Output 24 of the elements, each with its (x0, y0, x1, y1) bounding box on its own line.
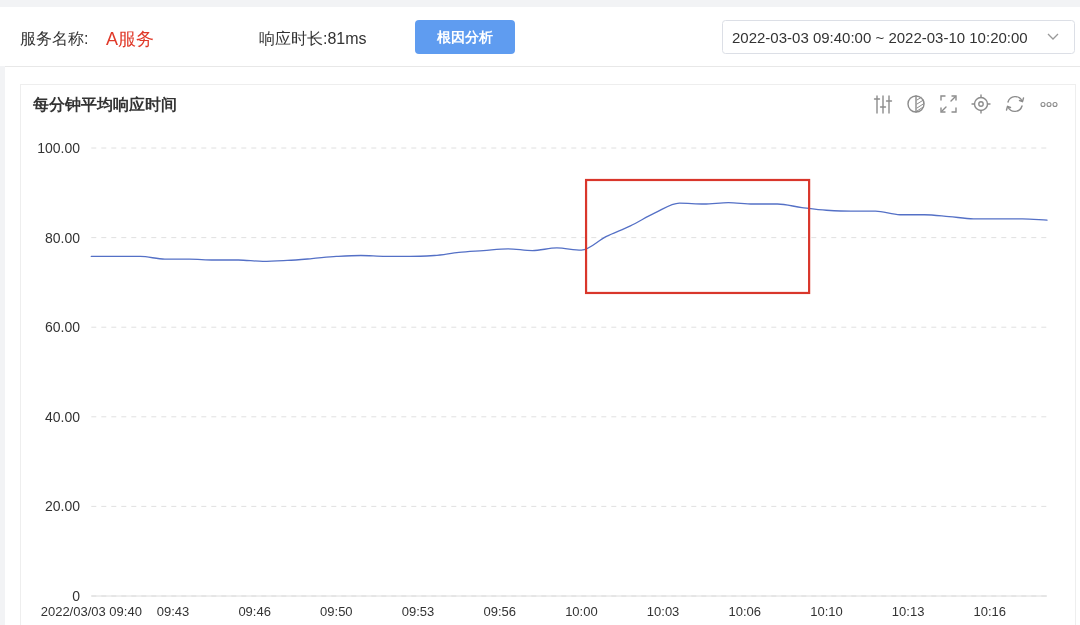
x-tick-label: 09:53 (401, 604, 435, 619)
label-service-name: 服务名称: (20, 30, 89, 47)
y-tick-label: 60.00 (44, 319, 81, 336)
y-tick-label: 0 (72, 588, 81, 604)
x-tick-label: 10:16 (973, 604, 1007, 619)
date-range-picker: 2022-03-03 09:40:00 ~ 2022-03-10 10:20:00 (722, 20, 1075, 54)
y-tick-label: 40.00 (44, 408, 81, 425)
x-tick-label: 09:46 (238, 604, 271, 619)
x-tick-label: 09:56 (483, 604, 516, 619)
y-tick-label: 80.00 (44, 229, 81, 246)
chart-title: 每分钟平均响应时间 (33, 96, 177, 113)
x-tick-label: 2022/03/03 09:40 (40, 604, 142, 619)
x-tick-label: 10:03 (646, 604, 680, 619)
x-tick-label: 10:10 (810, 604, 843, 619)
x-tick-label: 10:06 (728, 604, 762, 619)
button-root-cause: 根因分析 (415, 20, 515, 54)
x-tick-label: 10:13 (891, 604, 925, 619)
value-service-name: A服务 (106, 29, 154, 49)
y-tick-label: 20.00 (44, 498, 81, 515)
x-tick-label: 10:00 (565, 604, 598, 619)
label-response-time: 响应时长:81ms (259, 30, 367, 47)
y-tick-label: 100.00 (37, 140, 81, 156)
x-tick-label: 09:50 (320, 604, 353, 619)
x-tick-label: 09:43 (156, 604, 190, 619)
